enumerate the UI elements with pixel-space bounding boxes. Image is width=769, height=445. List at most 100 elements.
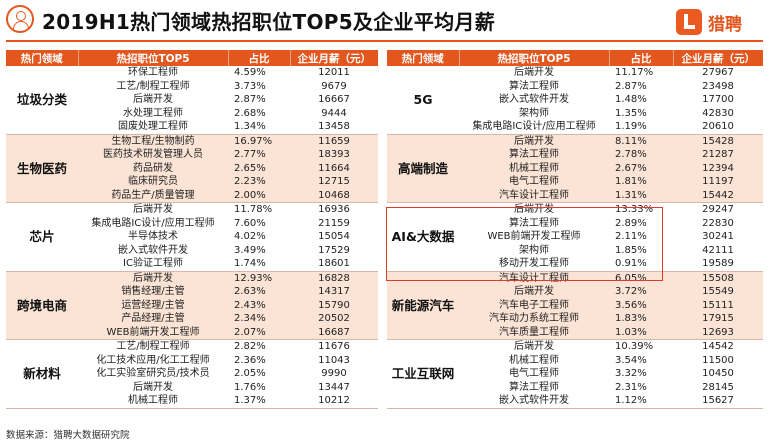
share-cell: 11.78% xyxy=(228,202,290,217)
share-cell: 1.85% xyxy=(609,243,673,257)
share-cell: 0.91% xyxy=(609,257,673,271)
salary-cell: 22830 xyxy=(673,216,763,230)
position-cell: 汽车设计工程师 xyxy=(459,188,609,203)
position-cell: 汽车设计工程师 xyxy=(459,271,609,285)
table-row: 医药技术研发管理人员 2.77% 18393 xyxy=(6,148,378,162)
field-group: 芯片 后端开发 11.78% 16936 集成电路IC设计/应用工程师 7.60% 2115… xyxy=(6,202,378,271)
share-cell: 2.65% xyxy=(228,161,290,175)
salary-cell: 18601 xyxy=(290,257,378,271)
table-row: 新能源汽车 汽车设计工程师 6.05% 15508 xyxy=(387,271,763,340)
salary-cell: 11500 xyxy=(673,353,763,367)
position-cell: 机械工程师 xyxy=(459,161,609,175)
table-row: 产品经理/主管 2.34% 20502 xyxy=(6,312,378,326)
share-cell: 1.31% xyxy=(609,188,673,203)
field-name-cell: 5G xyxy=(387,66,459,134)
position-cell: 算法工程师 xyxy=(459,148,609,162)
salary-cell: 17700 xyxy=(673,93,763,107)
share-cell: 2.07% xyxy=(228,325,290,340)
table-row: 架构师 1.35% 42830 xyxy=(387,106,763,120)
position-cell: 集成电路IC设计/应用工程师 xyxy=(459,120,609,134)
share-cell: 10.39% xyxy=(609,339,673,354)
share-cell: 13.33% xyxy=(609,202,673,217)
salary-cell: 15428 xyxy=(673,134,763,148)
logo-text: 猎聘 xyxy=(708,14,742,35)
position-cell: 后端开发 xyxy=(459,285,609,299)
header-field: 热门领域 xyxy=(387,50,460,66)
table-row: 工业互联网 后端开发 10.39% 14542 xyxy=(387,339,763,408)
table-row: 架构师 1.85% 42111 xyxy=(387,243,763,257)
right-table: 热门领域 热招职位TOP5 占比 企业月薪（元） 5G 后端开发 11.17% 279… xyxy=(387,50,763,409)
field-name-cell: 生物医药 xyxy=(6,134,78,203)
field-group: 新能源汽车 汽车设计工程师 6.05% 15508 后端开发 3.72% 15549 汽车电子… xyxy=(387,271,763,340)
title-divider xyxy=(6,40,763,42)
salary-cell: 15111 xyxy=(673,298,763,312)
salary-cell: 11043 xyxy=(290,353,378,367)
table-row: 后端开发 3.72% 15549 xyxy=(387,285,763,299)
salary-cell: 11664 xyxy=(290,161,378,175)
salary-cell: 23498 xyxy=(673,79,763,93)
share-cell: 2.78% xyxy=(609,148,673,162)
field-group: 工业互联网 后端开发 10.39% 14542 机械工程师 3.54% 11500 电气工程师… xyxy=(387,339,763,408)
header-share: 占比 xyxy=(609,50,674,66)
table-row: 销售经理/主管 2.63% 14317 xyxy=(6,285,378,299)
table-row: 集成电路IC设计/应用工程师 7.60% 21159 xyxy=(6,216,378,230)
share-cell: 1.74% xyxy=(228,257,290,271)
position-cell: 工艺/制程工程师 xyxy=(78,79,228,93)
header: 2019H1热门领域热招职位TOP5及企业平均月薪 猎聘 xyxy=(0,0,769,44)
table-row: 药品研发 2.65% 11664 xyxy=(6,161,378,175)
salary-cell: 12693 xyxy=(673,325,763,340)
table-row: 药品生产/质量管理 2.00% 10468 xyxy=(6,188,378,203)
user-icon xyxy=(6,5,34,33)
table-row: 跨境电商 后端开发 12.93% 16828 xyxy=(6,271,378,340)
table-row: 临床研究员 2.23% 12715 xyxy=(6,175,378,189)
share-cell: 2.67% xyxy=(609,161,673,175)
salary-cell: 12715 xyxy=(290,175,378,189)
salary-cell: 14317 xyxy=(290,285,378,299)
table-row: 算法工程师 2.89% 22830 xyxy=(387,216,763,230)
salary-cell: 20502 xyxy=(290,312,378,326)
field-group: 5G 后端开发 11.17% 27967 算法工程师 2.87% 23498 嵌入式软件开发 1… xyxy=(387,66,763,134)
table-row: 运营经理/主管 2.43% 15790 xyxy=(6,298,378,312)
table-row: 机械工程师 1.37% 10212 xyxy=(6,394,378,408)
table-row: WEB前端开发工程师 2.07% 16687 xyxy=(6,325,378,340)
salary-cell: 15054 xyxy=(290,230,378,244)
share-cell: 6.05% xyxy=(609,271,673,285)
salary-cell: 42111 xyxy=(673,243,763,257)
salary-cell: 9679 xyxy=(290,79,378,93)
share-cell: 2.43% xyxy=(228,298,290,312)
table-row: 算法工程师 2.78% 21287 xyxy=(387,148,763,162)
field-group: 生物医药 生物工程/生物制药 16.97% 11659 医药技术研发管理人员 2.77% 1… xyxy=(6,134,378,203)
table-row: 新材料 工艺/制程工程师 2.82% 11676 xyxy=(6,339,378,408)
salary-cell: 16687 xyxy=(290,325,378,340)
liepin-logo: 猎聘 xyxy=(676,8,742,36)
position-cell: 工艺/制程工程师 xyxy=(78,339,228,354)
table-row: 嵌入式软件开发 1.12% 15627 xyxy=(387,394,763,408)
table-row: 化工技术应用/化工工程师 2.36% 11043 xyxy=(6,353,378,367)
table-row: 后端开发 1.76% 13447 xyxy=(6,380,378,394)
field-group: 高端制造 后端开发 8.11% 15428 算法工程师 2.78% 21287 机械工程师 2.… xyxy=(387,134,763,203)
share-cell: 4.59% xyxy=(228,66,290,80)
field-name-cell: 垃圾分类 xyxy=(6,66,78,134)
position-cell: 运营经理/主管 xyxy=(78,298,228,312)
salary-cell: 13458 xyxy=(290,120,378,134)
share-cell: 3.49% xyxy=(228,243,290,257)
position-cell: 电气工程师 xyxy=(459,175,609,189)
share-cell: 3.72% xyxy=(609,285,673,299)
header-position: 热招职位TOP5 xyxy=(459,50,610,66)
share-cell: 1.19% xyxy=(609,120,673,134)
table-row: 机械工程师 3.54% 11500 xyxy=(387,353,763,367)
salary-cell: 10450 xyxy=(673,367,763,381)
position-cell: 后端开发 xyxy=(78,93,228,107)
position-cell: IC验证工程师 xyxy=(78,257,228,271)
table-row: 生物医药 生物工程/生物制药 16.97% 11659 xyxy=(6,134,378,203)
position-cell: 药品研发 xyxy=(78,161,228,175)
header-position: 热招职位TOP5 xyxy=(78,50,229,66)
table-row: 算法工程师 2.31% 28145 xyxy=(387,380,763,394)
table-row: 汽车质量工程师 1.03% 12693 xyxy=(387,325,763,340)
salary-cell: 10212 xyxy=(290,394,378,408)
position-cell: 后端开发 xyxy=(459,66,609,80)
table-row: 嵌入式软件开发 1.48% 17700 xyxy=(387,93,763,107)
table-row: AI&大数据 后端开发 13.33% 29247 xyxy=(387,202,763,271)
share-cell: 2.77% xyxy=(228,148,290,162)
salary-cell: 27967 xyxy=(673,66,763,80)
